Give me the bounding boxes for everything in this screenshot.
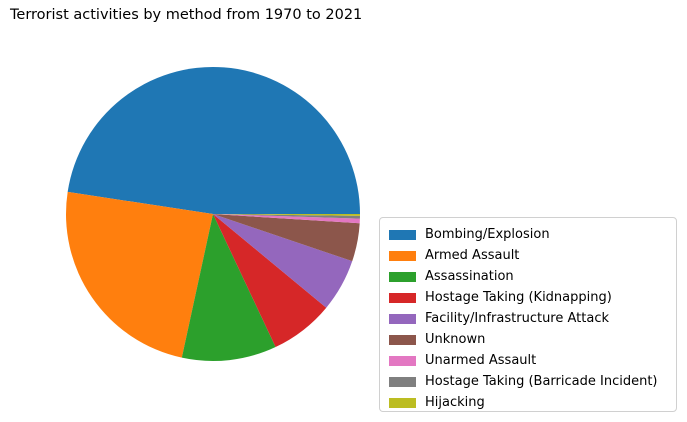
legend-item: Unarmed Assault — [389, 350, 676, 371]
legend-swatch — [389, 376, 416, 387]
chart-title: Terrorist activities by method from 1970… — [10, 7, 363, 23]
legend-item: Bombing/Explosion — [389, 224, 676, 245]
pie-slice-bombing-explosion — [67, 67, 361, 215]
legend-label: Hijacking — [425, 395, 485, 410]
legend-swatch — [389, 355, 416, 366]
pie-slice-hostage-taking-kidnapping — [213, 214, 327, 348]
legend-item: Hijacking — [389, 392, 676, 413]
legend-item: Unknown — [389, 329, 676, 350]
pie-slice-assassination — [181, 214, 276, 362]
legend-swatch — [389, 250, 416, 261]
pie-slice-hijacking — [213, 214, 361, 216]
legend-label: Facility/Infrastructure Attack — [425, 311, 609, 326]
legend-item: Hostage Taking (Kidnapping) — [389, 287, 676, 308]
legend-item: Assassination — [389, 266, 676, 287]
legend-label: Armed Assault — [425, 248, 520, 263]
pie-slice-unknown — [213, 214, 360, 262]
legend-item: Armed Assault — [389, 245, 676, 266]
legend-label: Unknown — [425, 332, 486, 347]
pie-slice-unarmed-assault — [213, 214, 360, 224]
pie-slices — [66, 67, 361, 362]
pie-slice-hostage-taking-barricade-incident — [213, 214, 360, 219]
legend: Bombing/Explosion Armed Assault Assassinat… — [379, 217, 677, 412]
pie-slice-armed-assault — [66, 191, 213, 358]
legend-swatch — [389, 313, 416, 324]
legend-swatch — [389, 292, 416, 303]
legend-label: Hostage Taking (Barricade Incident) — [425, 374, 658, 389]
legend-label: Hostage Taking (Kidnapping) — [425, 290, 612, 305]
legend-swatch — [389, 334, 416, 345]
pie-slice-facility-infrastructure-attack — [213, 214, 353, 308]
legend-label: Bombing/Explosion — [425, 227, 550, 242]
legend-swatch — [389, 229, 416, 240]
legend-swatch — [389, 271, 416, 282]
legend-swatch — [389, 397, 416, 408]
legend-label: Unarmed Assault — [425, 353, 537, 368]
legend-item: Hostage Taking (Barricade Incident) — [389, 371, 676, 392]
legend-label: Assassination — [425, 269, 514, 284]
legend-item: Facility/Infrastructure Attack — [389, 308, 676, 329]
